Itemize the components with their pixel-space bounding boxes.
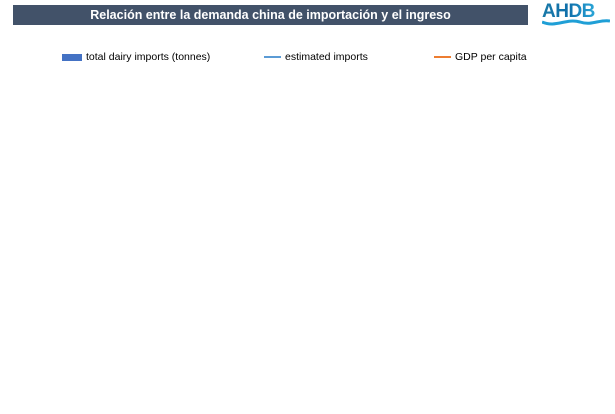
svg-text:AHDB: AHDB [542,2,595,22]
